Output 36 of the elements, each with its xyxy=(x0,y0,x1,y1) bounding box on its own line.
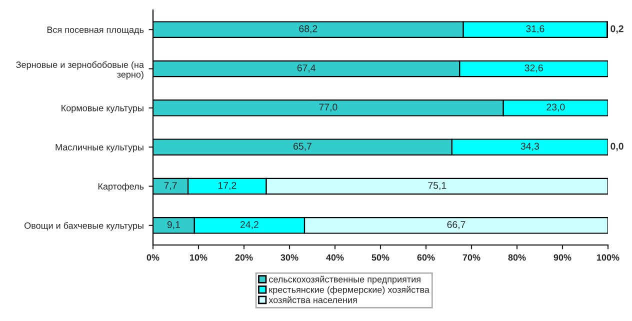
legend-label: крестьянские (фермерские) хозяйства xyxy=(269,286,430,295)
data-label: 0,2 xyxy=(610,25,624,34)
x-tick-label: 90% xyxy=(554,254,572,261)
data-label: 23,0 xyxy=(546,104,565,112)
x-tick-label: 40% xyxy=(326,254,344,261)
y-tick-label: Картофель xyxy=(98,182,144,192)
data-label: 77,0 xyxy=(319,104,338,112)
legend-label: сельскохозяйственные предприятия xyxy=(269,276,420,284)
y-tick-label: Вся посевная площадь xyxy=(47,26,144,35)
x-tick-label: 100% xyxy=(597,254,620,261)
data-label: 68,2 xyxy=(299,25,318,34)
y-tick-label: Кормовые культуры xyxy=(62,104,144,114)
x-tick-label: 20% xyxy=(235,254,253,261)
data-label: 66,7 xyxy=(447,221,466,230)
data-label: 9,1 xyxy=(167,221,180,230)
data-label: 75,1 xyxy=(428,182,446,190)
data-label: 34,3 xyxy=(520,142,539,151)
data-label: 67,4 xyxy=(297,64,316,73)
x-tick-label: 80% xyxy=(508,254,526,261)
legend-label: хозяйства населения xyxy=(268,296,357,304)
x-tick-label: 10% xyxy=(190,254,208,261)
data-label: 65,7 xyxy=(294,142,312,151)
data-label: 0,0 xyxy=(610,142,624,152)
x-tick-label: 60% xyxy=(417,254,435,261)
y-tick-label: Зерновые и зернобобовые (на зерно) xyxy=(16,61,144,80)
x-tick-label: 50% xyxy=(372,254,390,261)
x-tick-label: 0% xyxy=(146,254,160,261)
y-tick-label: Масличные культуры xyxy=(56,144,144,152)
data-label: 31,6 xyxy=(526,25,544,34)
data-label: 24,2 xyxy=(240,221,258,230)
data-label: 32,6 xyxy=(524,64,543,73)
x-tick-label: 70% xyxy=(462,254,480,261)
data-label: 17,2 xyxy=(218,182,236,190)
y-tick-label: Овощи и бахчевые культуры xyxy=(24,222,144,231)
data-label: 7,7 xyxy=(164,182,177,190)
x-tick-label: 30% xyxy=(280,254,298,261)
